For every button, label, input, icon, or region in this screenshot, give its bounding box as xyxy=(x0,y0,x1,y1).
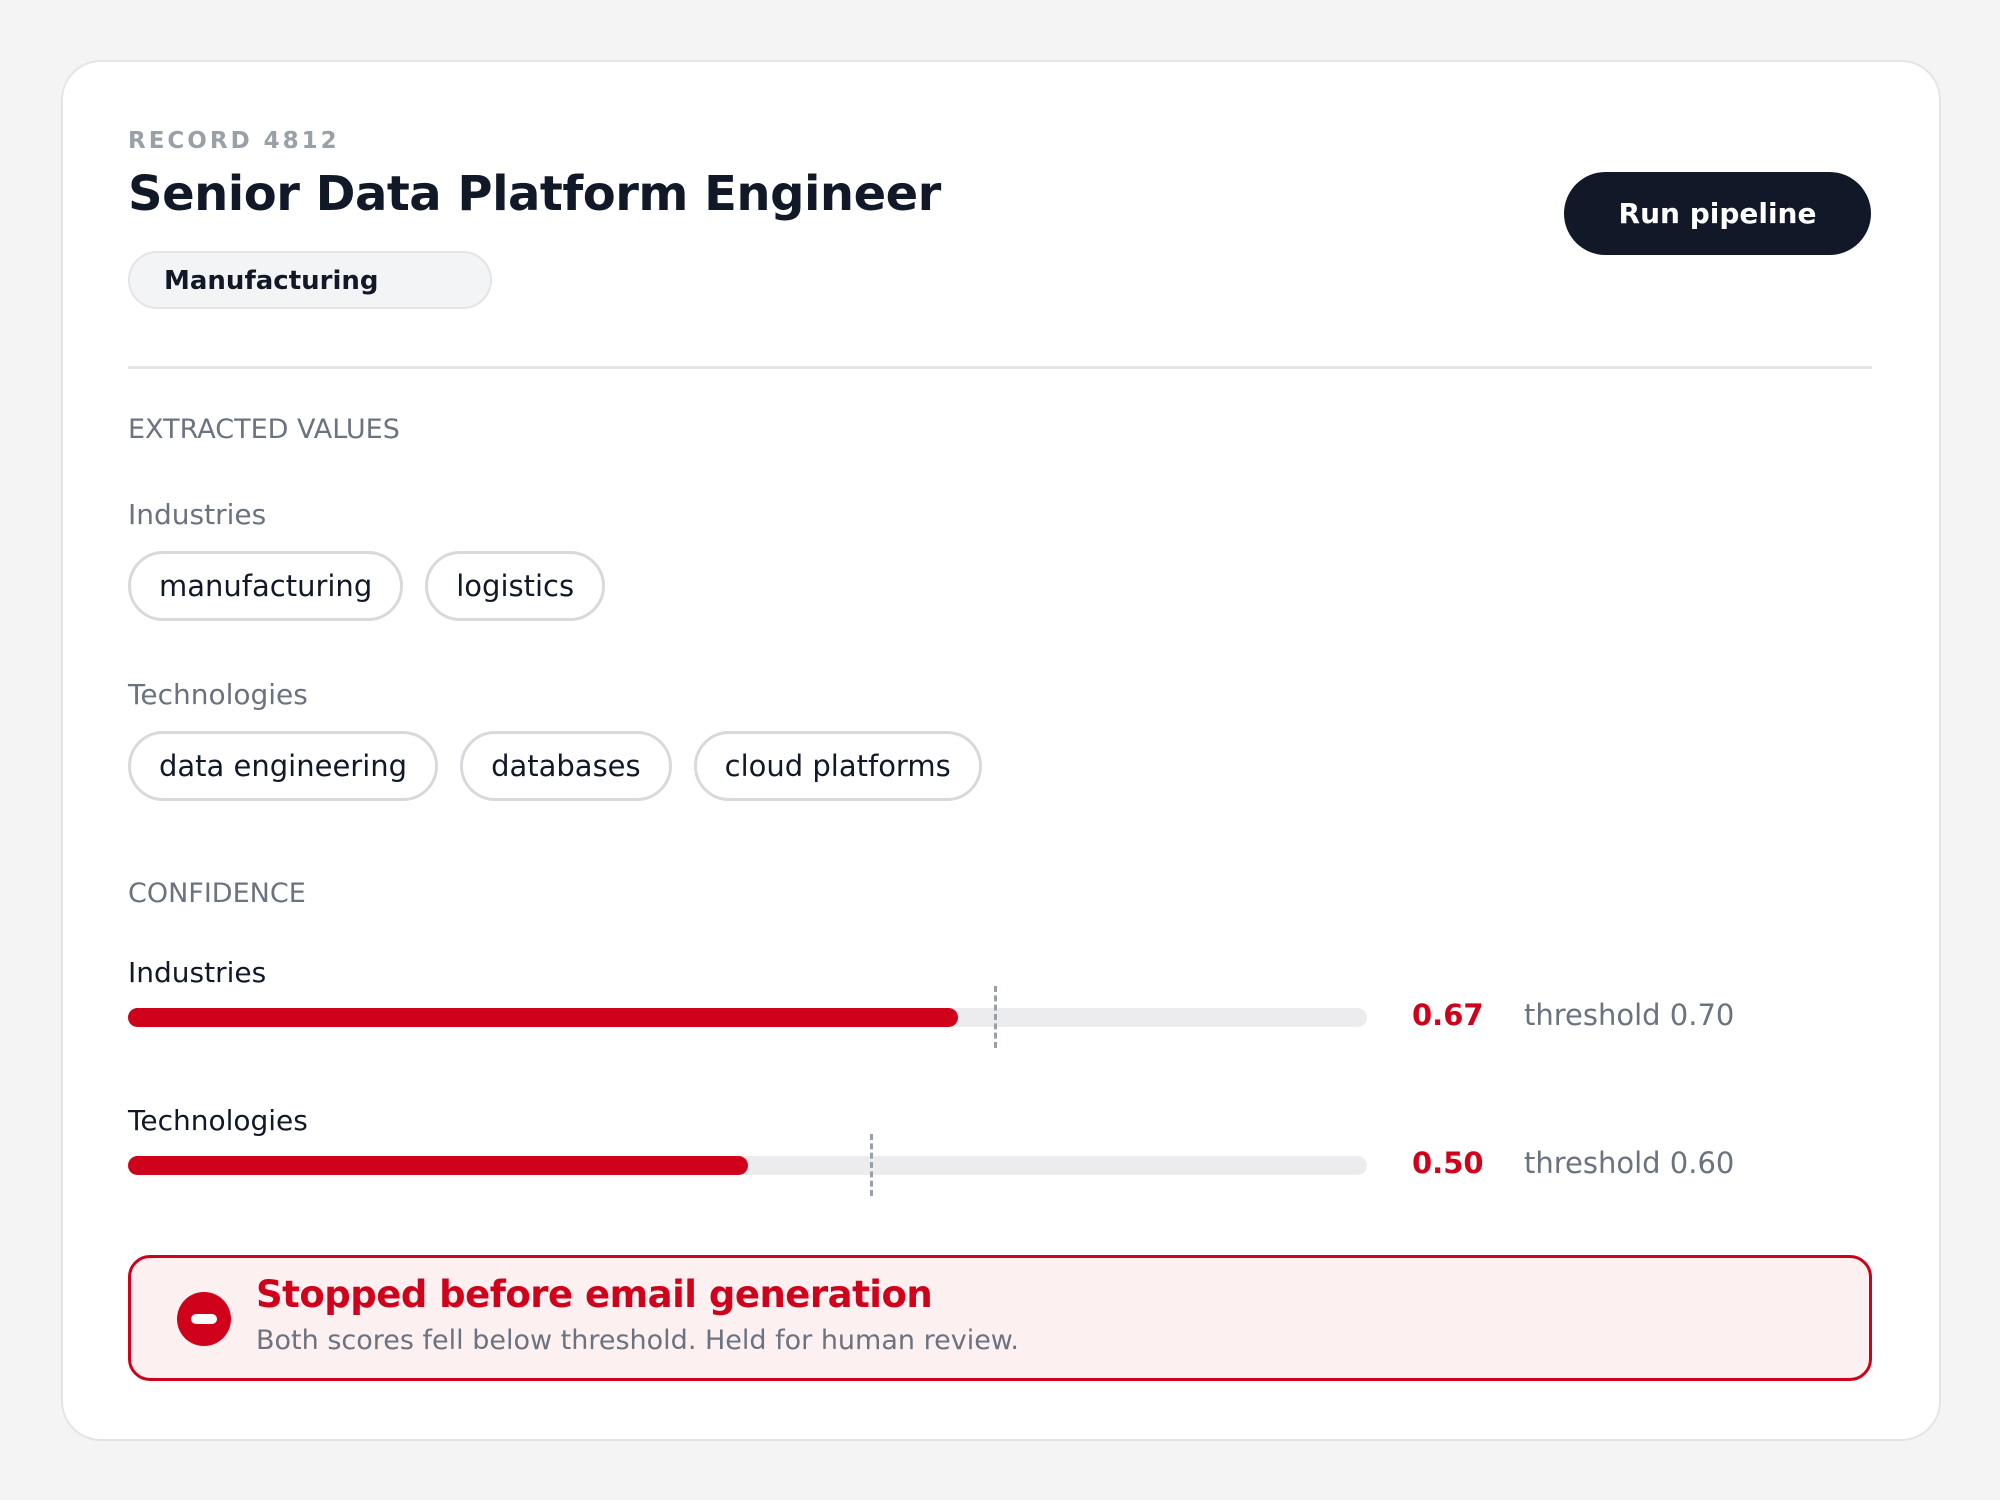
score-bar xyxy=(128,1156,748,1175)
threshold-text: threshold 0.60 xyxy=(1524,1146,1734,1180)
section-heading: EXTRACTED VALUES xyxy=(128,414,400,445)
chip-row: data engineering databases cloud platforms xyxy=(128,731,982,801)
score-track xyxy=(128,1134,1367,1196)
chip: manufacturing xyxy=(128,551,404,621)
group-label: Technologies xyxy=(128,678,308,711)
threshold-word: threshold xyxy=(1524,1146,1661,1180)
threshold-marker xyxy=(870,1134,874,1196)
chip: cloud platforms xyxy=(693,731,982,801)
record-id: RECORD 4812 xyxy=(128,128,340,154)
chip: databases xyxy=(460,731,672,801)
chip: data engineering xyxy=(128,731,439,801)
threshold-marker xyxy=(994,986,998,1048)
confidence-label: Industries xyxy=(128,956,267,989)
run-button[interactable]: Run pipeline xyxy=(1564,172,1871,255)
badge: Manufacturing xyxy=(128,251,492,309)
score-track xyxy=(128,986,1367,1048)
stop-icon xyxy=(177,1292,231,1346)
alert-title: Stopped before email generation xyxy=(256,1273,933,1316)
chip: logistics xyxy=(425,551,606,621)
group-label: Industries xyxy=(128,498,267,531)
alert-body: Both scores fell below threshold. Held f… xyxy=(256,1325,1019,1356)
chip-row: manufacturing logistics xyxy=(128,551,606,621)
confidence-label: Technologies xyxy=(128,1104,308,1137)
score-value: 0.50 xyxy=(1412,1146,1484,1180)
score-bar xyxy=(128,1008,959,1027)
title: Senior Data Platform Engineer xyxy=(128,166,941,222)
section-heading: CONFIDENCE xyxy=(128,878,306,909)
threshold-text: threshold 0.70 xyxy=(1524,998,1734,1032)
threshold-value: 0.60 xyxy=(1669,1146,1735,1180)
divider xyxy=(128,366,1872,369)
threshold-word: threshold xyxy=(1524,998,1661,1032)
score-value: 0.67 xyxy=(1412,998,1484,1032)
threshold-value: 0.70 xyxy=(1669,998,1735,1032)
alert xyxy=(128,1255,1872,1381)
